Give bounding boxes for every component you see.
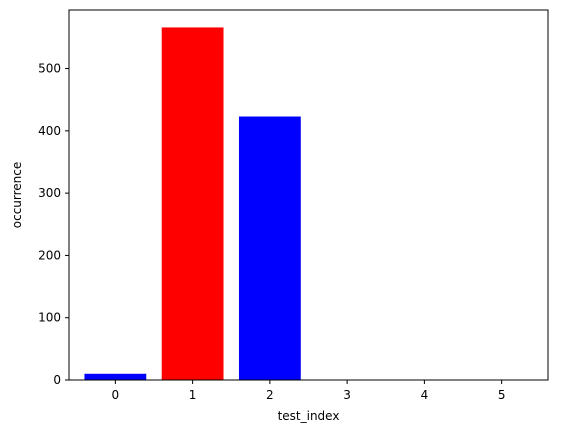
y-tick-label: 0 xyxy=(53,373,61,387)
y-tick-label: 500 xyxy=(38,62,61,76)
x-tick-label: 4 xyxy=(421,388,429,402)
y-tick-label: 400 xyxy=(38,124,61,138)
y-axis-ticks: 0 100 200 300 400 500 xyxy=(38,62,69,387)
x-tick-label: 3 xyxy=(343,388,351,402)
x-tick-label: 0 xyxy=(112,388,120,402)
y-tick-label: 300 xyxy=(38,186,61,200)
bar-0 xyxy=(84,373,147,380)
plot-frame xyxy=(68,9,549,381)
x-axis-ticks: 0 1 2 3 4 5 xyxy=(112,380,506,402)
y-tick-label: 200 xyxy=(38,248,61,262)
x-tick-label: 2 xyxy=(266,388,274,402)
x-tick-label: 1 xyxy=(189,388,197,402)
x-axis-label: test_index xyxy=(278,409,340,423)
y-axis-label: occurrence xyxy=(10,162,24,229)
y-tick-label: 100 xyxy=(38,311,61,325)
bar-1 xyxy=(161,27,224,381)
bars-group xyxy=(84,27,301,381)
bar-2 xyxy=(238,116,301,381)
x-tick-label: 5 xyxy=(498,388,506,402)
